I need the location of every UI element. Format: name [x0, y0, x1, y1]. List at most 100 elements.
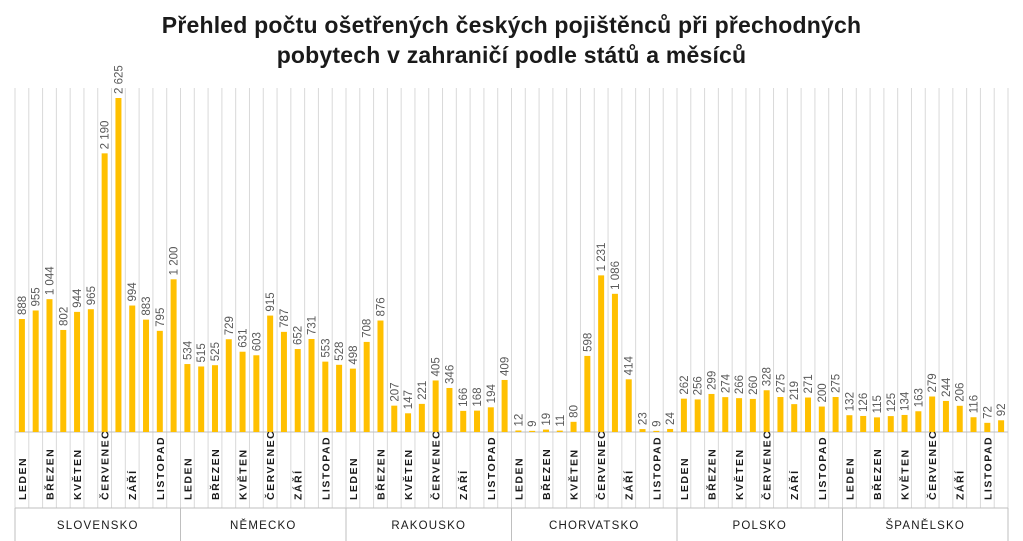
- bar: [129, 305, 136, 432]
- x-tick-label: ČERVENEC: [99, 430, 112, 500]
- bar: [584, 355, 591, 432]
- x-tick-label: ČERVENEC: [926, 430, 939, 500]
- x-tick-label: ZÁŘÍ: [954, 470, 967, 501]
- bar: [322, 361, 329, 432]
- data-label: 207: [389, 382, 401, 401]
- data-label: 515: [196, 343, 208, 362]
- data-label: 652: [293, 326, 305, 345]
- data-label: 9: [527, 420, 539, 426]
- x-tick-label: LISTOPAD: [486, 436, 498, 500]
- data-label: 168: [472, 387, 484, 406]
- data-label: 787: [279, 309, 291, 328]
- bar: [956, 405, 963, 432]
- bar: [474, 410, 481, 432]
- data-label: 147: [403, 390, 415, 409]
- group-label: ŠPANĚLSKO: [885, 519, 965, 532]
- x-tick-label: BŘEZEN: [705, 448, 718, 500]
- bar: [280, 331, 287, 432]
- data-label: 262: [679, 375, 691, 394]
- data-label: 729: [224, 316, 236, 335]
- group-label: RAKOUSKO: [391, 520, 466, 532]
- bar: [156, 330, 163, 432]
- x-tick-label: LISTOPAD: [155, 436, 167, 500]
- bar: [667, 428, 674, 432]
- data-label: 266: [734, 375, 746, 394]
- data-label: 126: [858, 393, 870, 412]
- bar: [308, 338, 315, 432]
- bar: [915, 411, 922, 432]
- bar: [611, 293, 618, 432]
- bar: [239, 351, 246, 432]
- data-label: 115: [872, 395, 884, 413]
- data-label: 116: [969, 395, 981, 413]
- data-label: 965: [86, 286, 98, 305]
- bar: [749, 398, 756, 432]
- data-label: 19: [541, 413, 553, 426]
- x-tick-label: ČERVENEC: [761, 430, 774, 500]
- gridlines: [14, 88, 1009, 508]
- bar: [418, 403, 425, 432]
- x-tick-label: BŘEZEN: [374, 448, 387, 500]
- data-label: 346: [444, 365, 456, 384]
- x-tick-label: ZÁŘÍ: [292, 470, 305, 501]
- data-label: 125: [886, 393, 898, 412]
- data-label: 534: [182, 340, 194, 360]
- data-label: 11: [555, 415, 567, 427]
- data-label: 2 625: [113, 65, 125, 94]
- bar: [708, 393, 715, 432]
- bar: [74, 311, 81, 432]
- x-tick-label: ZÁŘÍ: [623, 470, 636, 501]
- bar: [887, 416, 894, 432]
- data-label: 206: [955, 383, 967, 402]
- data-label: 405: [431, 357, 443, 376]
- data-label: 414: [624, 356, 636, 376]
- bar: [170, 279, 177, 432]
- x-tick-label: LEDEN: [844, 457, 856, 500]
- data-label: 271: [803, 374, 815, 393]
- x-tick-label: KVĚTEN: [899, 448, 912, 500]
- data-label: 795: [155, 308, 167, 327]
- bar: [529, 430, 536, 432]
- x-tick-label: BŘEZEN: [209, 448, 222, 500]
- data-label: 134: [900, 391, 912, 411]
- bar: [460, 410, 467, 432]
- bar: [639, 429, 646, 432]
- group-label: SLOVENSKO: [57, 520, 139, 532]
- bar: [984, 422, 991, 432]
- x-tick-label: LISTOPAD: [651, 436, 663, 500]
- x-tick-label: ČERVENEC: [430, 430, 443, 500]
- x-tick-label: LEDEN: [679, 457, 691, 500]
- data-label: 194: [486, 384, 498, 404]
- bar: [970, 417, 977, 432]
- bar: [998, 420, 1005, 432]
- data-label: 9: [651, 420, 663, 426]
- bar: [446, 387, 453, 432]
- data-label: 525: [210, 342, 222, 361]
- data-label: 955: [31, 287, 43, 306]
- data-label: 631: [238, 329, 250, 348]
- bar: [501, 379, 508, 432]
- x-tick-label: ZÁŘÍ: [457, 470, 470, 501]
- data-label: 163: [913, 388, 925, 407]
- data-label: 200: [817, 383, 829, 402]
- x-tick-label: ZÁŘÍ: [126, 470, 139, 501]
- x-tick-label: LISTOPAD: [817, 436, 829, 500]
- data-label: 221: [417, 381, 429, 400]
- bar: [253, 355, 260, 432]
- bar: [377, 320, 384, 432]
- chart-title-line-2: pobytech v zahraničí podle států a měsíc…: [276, 42, 747, 68]
- bar: [487, 407, 494, 432]
- data-label: 1 086: [610, 261, 622, 290]
- data-label: 275: [775, 374, 787, 393]
- x-tick-label: BŘEZEN: [540, 448, 553, 500]
- data-label: 1 044: [44, 266, 56, 295]
- bar: [901, 414, 908, 432]
- data-label: 279: [927, 373, 939, 392]
- data-label: 603: [251, 332, 263, 351]
- bar: [860, 415, 867, 432]
- x-tick-label: KVĚTEN: [568, 448, 581, 500]
- chart-title-line-1: Přehled počtu ošetřených českých pojiště…: [161, 12, 862, 38]
- group-label: NĚMECKO: [230, 519, 297, 532]
- data-label: 72: [982, 406, 994, 419]
